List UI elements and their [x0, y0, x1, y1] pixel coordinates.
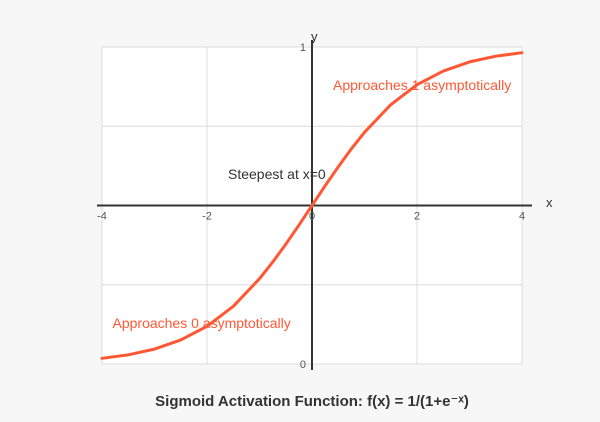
series-layer — [100, 51, 524, 360]
y-axis-label: y — [311, 29, 318, 44]
annotation-label: Approaches 1 asymptotically — [333, 77, 511, 93]
x-tick-label: 2 — [414, 211, 420, 223]
annotations: Approaches 1 asymptotically Steepest at x… — [113, 77, 512, 331]
x-tick-label: -2 — [202, 211, 212, 223]
x-tick-label: 0 — [309, 211, 315, 223]
x-tick-label: -4 — [97, 211, 107, 223]
y-tick-label: 0 — [300, 359, 306, 371]
annotation-label: Approaches 0 asymptotically — [113, 315, 291, 331]
tick-labels: -4 -2 0 2 4 0 1 — [97, 42, 525, 371]
chart-title: Sigmoid Activation Function: f(x) = 1/(1… — [155, 393, 469, 410]
x-tick-label: 4 — [519, 211, 525, 223]
x-axis-label: x — [546, 195, 553, 210]
annotation-label: Steepest at x=0 — [228, 166, 326, 182]
y-tick-label: 1 — [300, 42, 306, 54]
sigmoid-curve — [100, 51, 524, 360]
